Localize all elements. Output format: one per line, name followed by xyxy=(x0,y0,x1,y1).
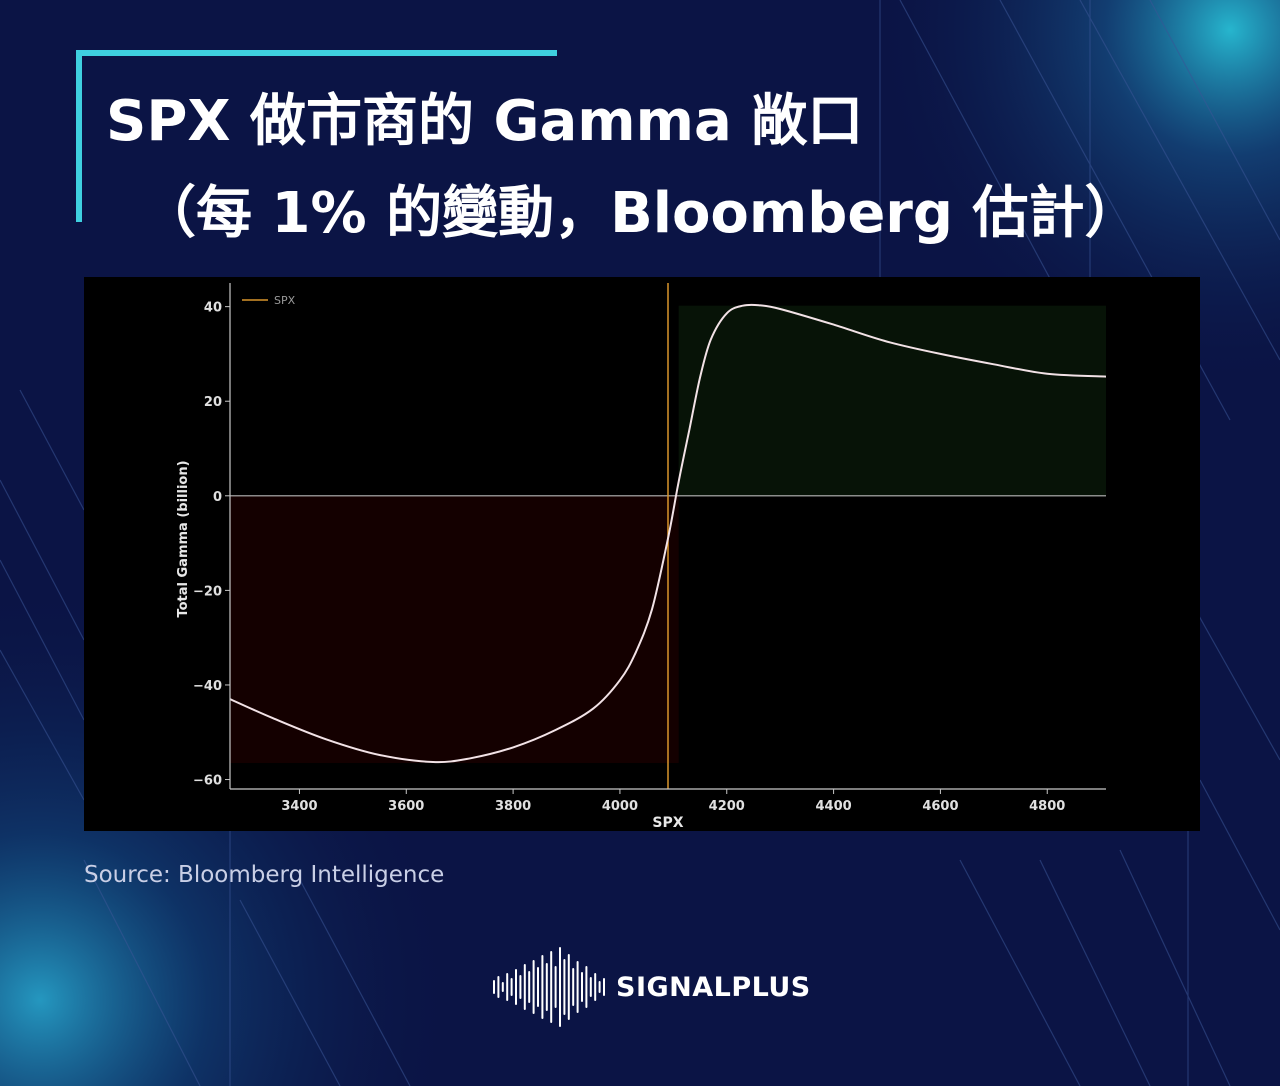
x-tick-label: 4600 xyxy=(922,799,958,814)
y-ticks: −60 −40 −20 0 20 40 xyxy=(193,301,230,789)
y-tick-label: 0 xyxy=(213,490,222,505)
x-tick-label: 3800 xyxy=(495,799,531,814)
y-tick-label: −20 xyxy=(193,584,222,599)
page-title-line-2: （每 1% 的變動，Bloomberg 估計） xyxy=(140,181,1141,246)
page-title-line-1: SPX 做市商的 Gamma 敞口 xyxy=(106,89,864,154)
x-tick-label: 3600 xyxy=(388,799,424,814)
signalplus-logo-icon xyxy=(493,947,605,1027)
region-positive xyxy=(678,305,1106,496)
brand-name: SIGNALPLUS xyxy=(616,972,811,1003)
series-line-spx xyxy=(229,303,1107,764)
source-note: Source: Bloomberg Intelligence xyxy=(84,862,445,888)
x-tick-label: 4400 xyxy=(815,799,851,814)
gamma-exposure-chart: 3400 3600 3800 4000 4200 4400 4600 4800 −60−40−… xyxy=(176,283,1107,831)
x-tick-label: 4000 xyxy=(602,799,638,814)
x-tick-label: 4800 xyxy=(1029,799,1065,814)
title-accent-bar-top xyxy=(78,50,557,56)
y-tick-label: −40 xyxy=(193,679,222,694)
title-accent-bar-left xyxy=(76,50,82,222)
y-tick-label: 20 xyxy=(204,395,222,410)
y-axis-label: Total Gamma (billion) xyxy=(176,460,191,617)
x-tick-label: 4200 xyxy=(709,799,745,814)
legend: SPX xyxy=(242,294,296,307)
y-tick-label: −60 xyxy=(193,774,222,789)
x-axis-label: SPX xyxy=(652,815,683,831)
x-tick-label: 3400 xyxy=(281,799,317,814)
x-ticks: 3400 3600 3800 4000 4200 4400 4600 4800 xyxy=(281,789,1065,814)
legend-label: SPX xyxy=(274,294,296,307)
region-negative xyxy=(230,495,679,763)
y-tick-label: 40 xyxy=(204,301,222,316)
regions-layer xyxy=(230,305,1106,763)
